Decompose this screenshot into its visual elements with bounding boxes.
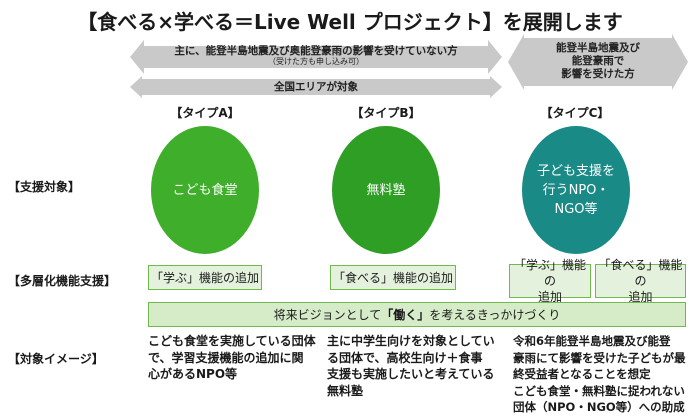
arrow-line-2: 能登豪雨で — [571, 55, 625, 67]
image-text-c: 令和6年能登半島地震及び能登 豪雨にて影響を受けた子どもが最 終受益者となること… — [513, 333, 699, 416]
image-b-line-2: る団体で、高校生向け＋食事 — [327, 350, 483, 365]
arrow-line-1: 能登半島地震及び — [556, 42, 640, 54]
image-b-line-3: 支援も実施したいと考えている — [327, 367, 495, 381]
type-label-a: 【タイプA】 — [170, 106, 240, 120]
double-arrow-nationwide — [130, 76, 502, 98]
image-b-line-1: 主に中学生向けを対象としてい — [327, 334, 495, 348]
circle-c-text-3: NGO等 — [554, 201, 598, 217]
arrow-text-nationwide: 全国エリアが対象 — [274, 81, 358, 93]
image-a-line-1: こども食堂を実施している団体 — [148, 334, 316, 348]
future-bar-before: 将来ビジョンとして — [273, 308, 382, 322]
arrow-line-1: 主に、能登半島地震及び奥能登豪雨の影響を受けていない方 — [174, 45, 458, 57]
future-vision-bar: 将来ビジョンとして 「働く」 を考えるきっかけづくり — [148, 302, 686, 327]
func-box-c-learn-line-1: 「学ぶ」機能の — [513, 258, 586, 288]
double-arrow-top-right — [508, 34, 688, 90]
circle-c-text-2: 行うNPO・ — [542, 182, 610, 198]
image-c-line-2: 豪雨にて影響を受けた子どもが最 — [513, 350, 686, 365]
image-c-line-1: 令和6年能登半島地震及び能登 — [513, 334, 671, 348]
image-a-line-2: で、学習支援機能の追加に関 — [148, 350, 304, 365]
arrow-text-top-left: 主に、能登半島地震及び奥能登豪雨の影響を受けていない方 （受けた方も申し込み可） — [150, 45, 482, 67]
circle-c-text-1: 子ども支援を — [536, 163, 615, 179]
row-label-multilayer: 【多層化機能支援】 — [8, 274, 117, 288]
func-box-b: 「食べる」機能の追加 — [330, 265, 456, 290]
func-box-a-label: 「学ぶ」機能の追加 — [150, 270, 259, 285]
type-label-c: 【タイプC】 — [540, 106, 610, 120]
circle-type-a: こども食堂 — [151, 126, 259, 254]
page-title: 【食べる×学べる＝Live Well プロジェクト】を展開します — [77, 10, 623, 34]
func-box-a: 「学ぶ」機能の追加 — [148, 265, 262, 290]
arrow-text-top-right: 能登半島地震及び 能登豪雨で 影響を受けた方 — [524, 42, 672, 81]
image-c-line-4: こども食堂・無料塾に捉われない — [513, 383, 685, 398]
arrow-line-3: 影響を受けた方 — [561, 68, 635, 80]
func-box-c-learn-line-2: 追加 — [537, 290, 562, 304]
image-text-b: 主に中学生向けを対象としてい る団体で、高校生向け＋食事 支援も実施したいと考え… — [327, 333, 512, 399]
func-box-c-eat-line-1: 「食べる」機能の — [598, 258, 683, 288]
future-bar-after: を考えるきっかけづくり — [429, 308, 561, 322]
arrow-line-2: （受けた方も申し込み可） — [268, 57, 364, 66]
func-box-b-label: 「食べる」機能の追加 — [332, 270, 453, 285]
func-box-c-learn: 「学ぶ」機能の 追加 — [509, 258, 591, 304]
double-arrow-top-left — [130, 40, 502, 74]
circle-a-text: こども食堂 — [172, 182, 238, 198]
image-a-line-3: 心があるNPO等 — [148, 367, 238, 381]
func-box-c-eat-line-2: 追加 — [628, 290, 653, 304]
circle-type-c: 子ども支援を 行うNPO・ NGO等 — [522, 126, 630, 254]
circle-type-b: 無料塾 — [332, 126, 440, 254]
func-box-c-eat: 「食べる」機能の 追加 — [595, 258, 686, 304]
circle-b-text: 無料塾 — [366, 182, 406, 198]
image-c-line-3: 終受益者となることを想定 — [513, 367, 651, 381]
row-label-image: 【対象イメージ】 — [8, 352, 104, 366]
image-c-line-5: 団体（NPO・NGO等）への助成 — [513, 400, 685, 414]
image-b-line-4: 無料塾 — [327, 383, 364, 398]
type-label-b: 【タイプB】 — [351, 106, 421, 120]
row-label-support-target: 【支援対象】 — [8, 180, 81, 194]
image-text-a: こども食堂を実施している団体 で、学習支援機能の追加に関 心があるNPO等 — [148, 333, 328, 383]
future-bar-highlight: 「働く」 — [381, 308, 430, 322]
